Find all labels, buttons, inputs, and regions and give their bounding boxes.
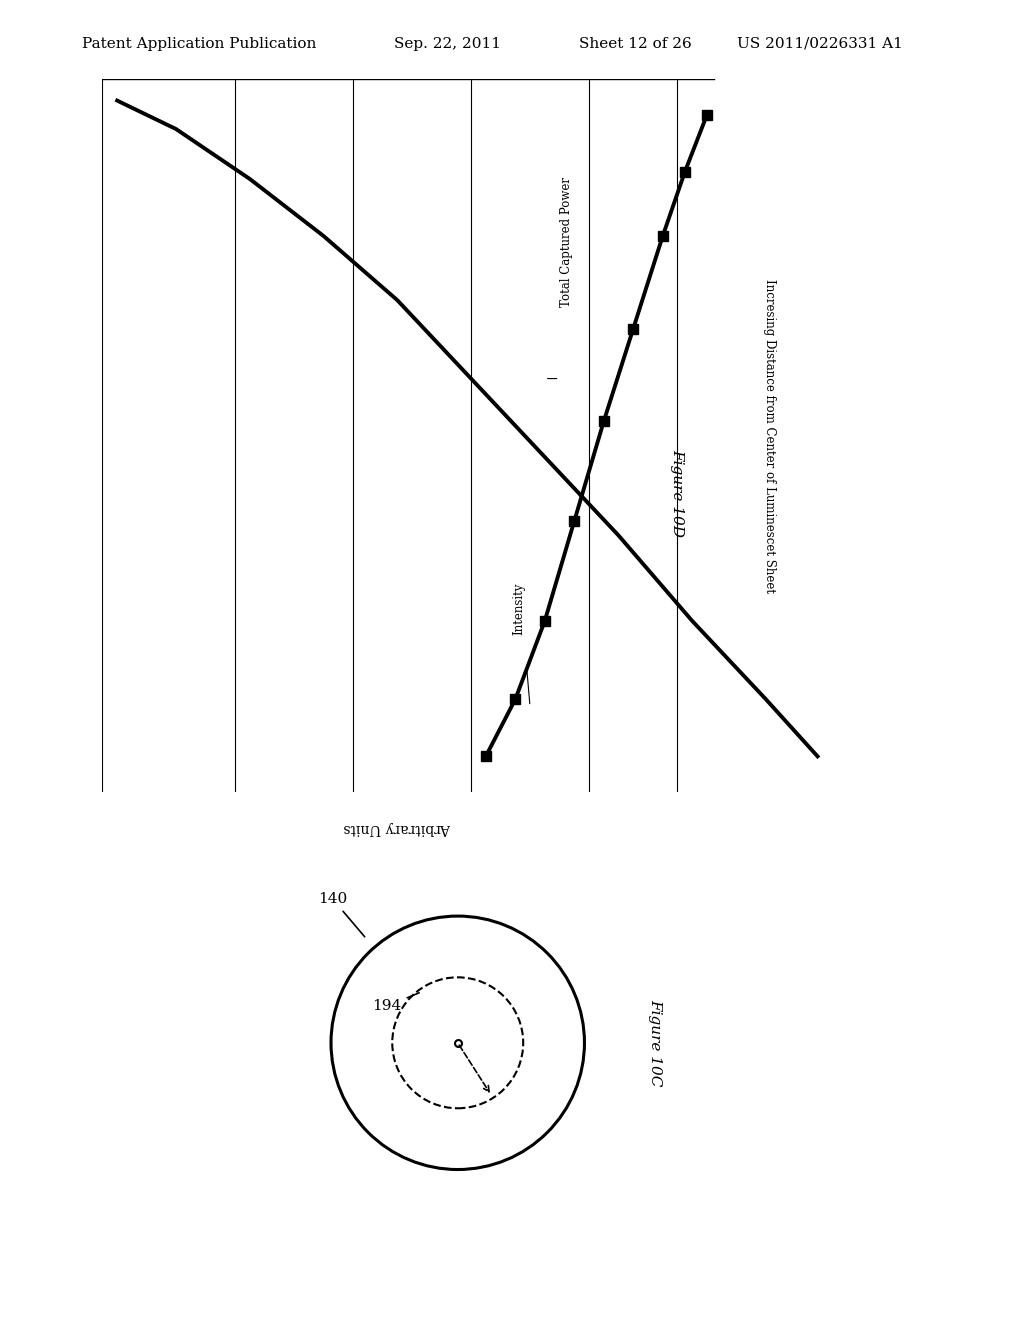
Text: Arbitrary Units: Arbitrary Units (343, 821, 452, 834)
Text: Total Captured Power: Total Captured Power (560, 177, 573, 308)
Text: Incresing Distance from Center of Luminescet Sheet: Incresing Distance from Center of Lumine… (763, 279, 776, 593)
Text: 194: 194 (373, 993, 419, 1012)
Text: US 2011/0226331 A1: US 2011/0226331 A1 (737, 37, 903, 51)
Text: Figure 10C: Figure 10C (648, 999, 662, 1086)
Text: Figure 10D: Figure 10D (670, 449, 684, 537)
Text: Intensity: Intensity (512, 583, 525, 635)
Text: Patent Application Publication: Patent Application Publication (82, 37, 316, 51)
Text: Sheet 12 of 26: Sheet 12 of 26 (579, 37, 691, 51)
Text: 140: 140 (318, 892, 365, 937)
Text: Sep. 22, 2011: Sep. 22, 2011 (394, 37, 501, 51)
